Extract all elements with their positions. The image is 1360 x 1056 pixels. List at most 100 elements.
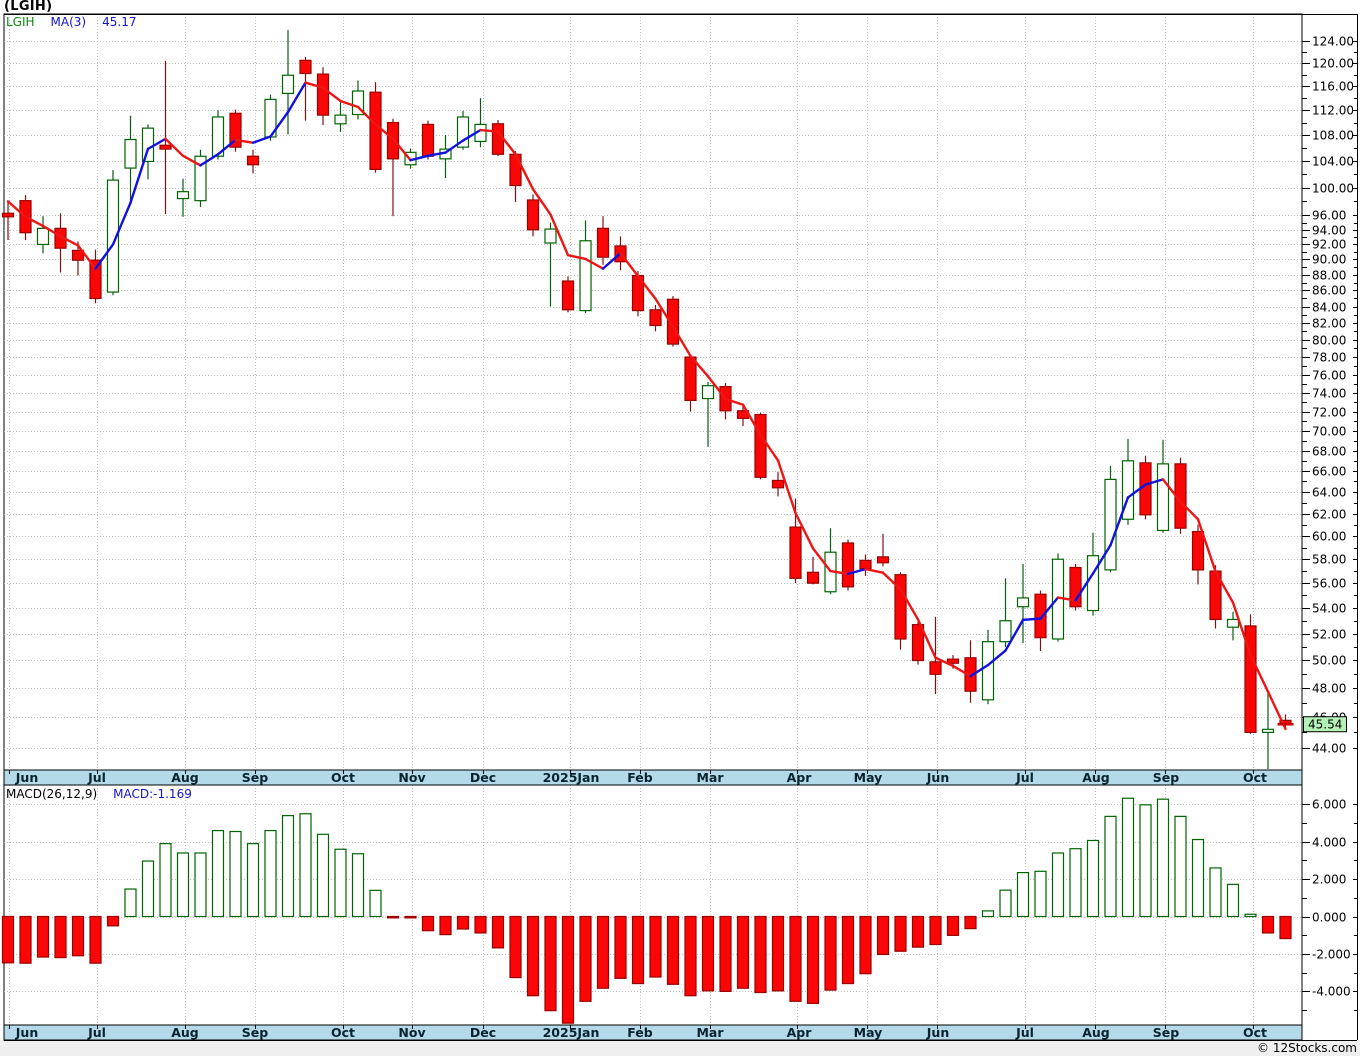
candle-down bbox=[754, 413, 767, 478]
ma-line-segment bbox=[671, 325, 692, 358]
ma-line-segment bbox=[1161, 478, 1182, 503]
macd-bar-down bbox=[89, 915, 102, 964]
macd-bar-down bbox=[789, 915, 802, 1002]
month-label: Jul bbox=[87, 770, 106, 785]
candle-up bbox=[1016, 597, 1030, 608]
price-tick-label: 80.00 bbox=[1312, 334, 1346, 348]
candle-up bbox=[141, 127, 155, 163]
ma-line-segment bbox=[129, 147, 150, 204]
candle-up bbox=[1104, 478, 1117, 571]
candle-down bbox=[894, 574, 907, 640]
macd-bar-down bbox=[106, 915, 120, 927]
macd-bar-down bbox=[71, 915, 85, 957]
ma-line-segment bbox=[636, 274, 657, 300]
ma-line-segment bbox=[1109, 496, 1130, 547]
ma-line-segment bbox=[1214, 570, 1235, 604]
macd-bar-down bbox=[929, 915, 942, 946]
macd-tick-label: 4.000 bbox=[1312, 836, 1346, 850]
macd-bar-up bbox=[1139, 804, 1152, 918]
ma-line-segment bbox=[619, 251, 640, 278]
candle-up bbox=[106, 179, 120, 293]
macd-bar-down bbox=[649, 915, 662, 978]
price-tick-label: 66.00 bbox=[1312, 465, 1346, 479]
month-label: Mar bbox=[696, 1025, 724, 1040]
macd-bar-down bbox=[736, 915, 750, 989]
ma-line-segment bbox=[6, 200, 27, 219]
macd-bar-down bbox=[964, 915, 977, 930]
ma-line-segment bbox=[1021, 617, 1042, 622]
ma-line-segment bbox=[94, 243, 115, 270]
ma-line-segment bbox=[724, 397, 745, 406]
macd-bar-down bbox=[771, 915, 785, 992]
macd-bar-up bbox=[159, 843, 172, 918]
price-tick-label: 62.00 bbox=[1312, 508, 1346, 522]
ma-line-segment bbox=[829, 569, 850, 576]
ma-line-segment bbox=[1091, 544, 1112, 575]
price-tick-label: 48.00 bbox=[1312, 682, 1346, 696]
month-label: Nov bbox=[398, 1025, 425, 1040]
candle-up bbox=[981, 641, 995, 701]
copyright-text: © 12Stocks.com bbox=[1257, 1041, 1357, 1055]
macd-bar-up bbox=[1156, 798, 1170, 918]
macd-bar-down bbox=[386, 915, 400, 919]
ma-line-segment bbox=[199, 153, 220, 167]
candle-down bbox=[684, 356, 697, 402]
ma-line-segment bbox=[479, 128, 500, 133]
ma-line-segment bbox=[881, 571, 902, 591]
legend-ma-label: MA(3) bbox=[50, 15, 87, 29]
macd-label: MACD(26,12,9) bbox=[6, 787, 98, 801]
candle-down bbox=[159, 144, 172, 150]
ma-line-segment bbox=[461, 128, 482, 142]
candle-down bbox=[229, 112, 242, 148]
candle-down bbox=[876, 556, 890, 564]
price-panel bbox=[3, 13, 1303, 771]
ma-line-segment bbox=[794, 511, 815, 550]
macd-bar-up bbox=[1174, 815, 1187, 918]
candle-up bbox=[281, 74, 295, 95]
price-tick-label: 78.00 bbox=[1312, 351, 1346, 365]
candle-down bbox=[789, 526, 802, 579]
candle-up bbox=[1086, 555, 1100, 612]
macd-bar-down bbox=[19, 915, 32, 964]
macd-bar-down bbox=[876, 915, 890, 956]
ma-line-segment bbox=[59, 235, 80, 247]
ma-line-segment bbox=[969, 663, 990, 678]
price-tick-label: 116.00 bbox=[1312, 80, 1354, 94]
candle-down bbox=[421, 123, 435, 157]
candle-up bbox=[334, 114, 347, 125]
macd-bar-down bbox=[561, 915, 575, 1024]
month-label: Jul bbox=[1015, 1025, 1034, 1040]
macd-bar-up bbox=[1209, 867, 1222, 918]
month-label: Aug bbox=[1082, 770, 1110, 785]
macd-bar-up bbox=[281, 815, 295, 918]
ma-line-segment bbox=[391, 137, 412, 162]
ma-line-segment bbox=[864, 567, 885, 574]
candle-down bbox=[71, 249, 85, 261]
macd-bar-up bbox=[369, 889, 382, 918]
macd-legend: MACD(26,12,9) MACD:-1.169 bbox=[6, 787, 192, 801]
legend-ma-value: 45.17 bbox=[102, 15, 137, 29]
month-label: Oct bbox=[331, 770, 355, 785]
price-tick-label: 68.00 bbox=[1312, 445, 1346, 459]
price-tick-label: 64.00 bbox=[1312, 486, 1346, 500]
month-label: Aug bbox=[171, 1025, 199, 1040]
candle-down bbox=[806, 571, 820, 584]
macd-bar-down bbox=[666, 915, 680, 985]
candle-down bbox=[964, 657, 977, 692]
ma-line-segment bbox=[111, 201, 132, 246]
ma-line-segment bbox=[269, 110, 290, 138]
macd-bar-down bbox=[754, 915, 767, 994]
macd-bar-up bbox=[1086, 839, 1100, 918]
ma-line-segment bbox=[1249, 653, 1270, 693]
month-label: Sep bbox=[242, 770, 268, 785]
price-tick-label: 82.00 bbox=[1312, 317, 1346, 331]
macd-bar-up bbox=[1016, 872, 1030, 918]
candle-up bbox=[1261, 728, 1275, 733]
month-label: Dec bbox=[470, 770, 496, 785]
macd-bar-down bbox=[824, 915, 837, 991]
page-title: (LGIH) bbox=[4, 0, 53, 14]
macd-bar-down bbox=[701, 915, 715, 992]
candle-up bbox=[579, 240, 592, 312]
macd-bar-up bbox=[351, 853, 365, 918]
